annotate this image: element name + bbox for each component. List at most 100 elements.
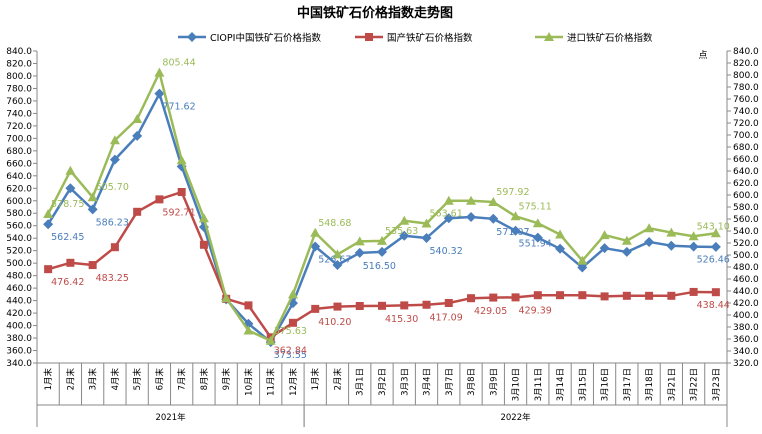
data-point	[65, 165, 76, 175]
data-label: 543.10	[697, 221, 730, 232]
y-tick-label-left: 540.0	[6, 234, 32, 244]
data-point	[43, 209, 54, 219]
data-point	[443, 213, 454, 224]
y-tick-label-right: 400.0	[733, 311, 759, 321]
y-tick-label-right: 820.0	[733, 59, 759, 69]
data-point	[666, 227, 677, 237]
data-label: 526.46	[697, 255, 730, 266]
data-label: 548.68	[318, 218, 351, 229]
data-point	[577, 255, 588, 265]
data-point	[155, 195, 164, 204]
data-point	[622, 291, 631, 300]
data-point	[132, 130, 143, 141]
data-point	[710, 241, 721, 252]
data-point	[577, 262, 588, 273]
data-label: 805.44	[162, 58, 195, 69]
x-tick-label: 2月末	[332, 368, 343, 391]
data-point	[532, 218, 543, 228]
data-point	[132, 114, 143, 124]
data-point	[354, 247, 365, 258]
data-point	[311, 304, 320, 313]
data-label: 417.09	[430, 313, 463, 324]
data-point	[599, 243, 610, 254]
y-tick-label-left: 680.0	[6, 147, 32, 157]
data-point	[265, 335, 276, 345]
data-label: 771.62	[162, 102, 195, 113]
data-point	[621, 235, 632, 245]
data-label: 540.32	[430, 246, 463, 257]
data-point	[710, 228, 721, 238]
legend-label: CIOPI中国铁矿石价格指数	[210, 32, 321, 44]
y-tick-label-right: 560.0	[733, 215, 759, 225]
data-point	[532, 232, 543, 243]
data-point	[644, 236, 655, 247]
data-label: 362.84	[274, 345, 307, 356]
data-point	[444, 299, 453, 307]
data-point	[556, 291, 565, 300]
x-tick-label: 3月22日	[690, 368, 700, 401]
y-tick-label-right: 540.0	[733, 227, 759, 237]
x-tick-label: 3月2日	[378, 368, 388, 396]
y-tick-label-right: 460.0	[733, 275, 759, 285]
data-point	[644, 223, 655, 233]
x-tick-label: 9月末	[221, 368, 232, 391]
series-layer	[43, 67, 721, 348]
data-point	[176, 155, 187, 165]
data-point	[645, 291, 654, 300]
x-tick-label: 3月16日	[601, 368, 611, 401]
y-tick-label-left: 840.0	[6, 47, 32, 57]
data-point	[422, 300, 431, 309]
data-point	[287, 289, 298, 299]
data-point	[154, 88, 165, 99]
data-point	[688, 231, 699, 241]
data-label: 410.20	[318, 317, 351, 328]
data-point	[421, 218, 432, 228]
y-tick-label-left: 420.0	[6, 309, 32, 319]
data-point	[109, 154, 120, 165]
data-point	[421, 233, 432, 244]
data-label: 563.61	[430, 208, 463, 219]
data-point	[688, 241, 699, 252]
y-tick-label-left: 480.0	[6, 272, 32, 282]
y-unit-label: 点	[698, 50, 707, 61]
data-point	[488, 197, 499, 207]
legend-label: 进口铁矿石价格指数	[567, 32, 653, 44]
data-point	[489, 293, 498, 302]
x-tick-label: 3月7日	[445, 368, 455, 396]
y-tick-label-right: 360.0	[733, 335, 759, 345]
data-point	[355, 302, 364, 310]
x-tick-label: 10月末	[243, 368, 254, 396]
y-tick-label-left: 560.0	[6, 222, 32, 232]
data-label: 415.30	[385, 314, 418, 325]
data-point	[66, 258, 75, 267]
y-tick-label-right: 600.0	[733, 191, 759, 201]
legend: CIOPI中国铁矿石价格指数 国产铁矿石价格指数 进口铁矿石价格指数	[178, 32, 653, 44]
y-tick-label-left: 720.0	[6, 122, 32, 132]
data-point	[221, 293, 232, 303]
x-tick-label: 5月末	[132, 368, 143, 391]
data-label: 551.94	[519, 239, 552, 250]
data-point	[288, 318, 297, 327]
data-point	[65, 183, 76, 194]
data-point	[689, 287, 698, 296]
legend-label: 国产铁矿石价格指数	[387, 32, 473, 44]
data-label: 592.71	[162, 207, 195, 218]
x-tick-label: 6月末	[154, 368, 165, 391]
data-point	[199, 240, 208, 249]
data-point	[711, 288, 720, 297]
x-tick-label: 3月4日	[423, 368, 433, 396]
data-point	[44, 265, 53, 274]
data-point	[510, 225, 521, 236]
y-tick-label-right: 760.0	[733, 95, 759, 105]
y-tick-label-left: 800.0	[6, 72, 32, 82]
y-tick-label-right: 640.0	[733, 167, 759, 177]
data-point	[109, 135, 120, 145]
y-tick-label-right: 440.0	[733, 287, 759, 297]
data-point	[377, 246, 387, 257]
x-tick-label: 3月8日	[467, 368, 477, 396]
x-tick-label: 3月17日	[623, 368, 633, 401]
x-tick-label: 3月15日	[578, 368, 588, 401]
data-point	[555, 243, 566, 254]
x-tick-label: 11月末	[266, 368, 277, 396]
